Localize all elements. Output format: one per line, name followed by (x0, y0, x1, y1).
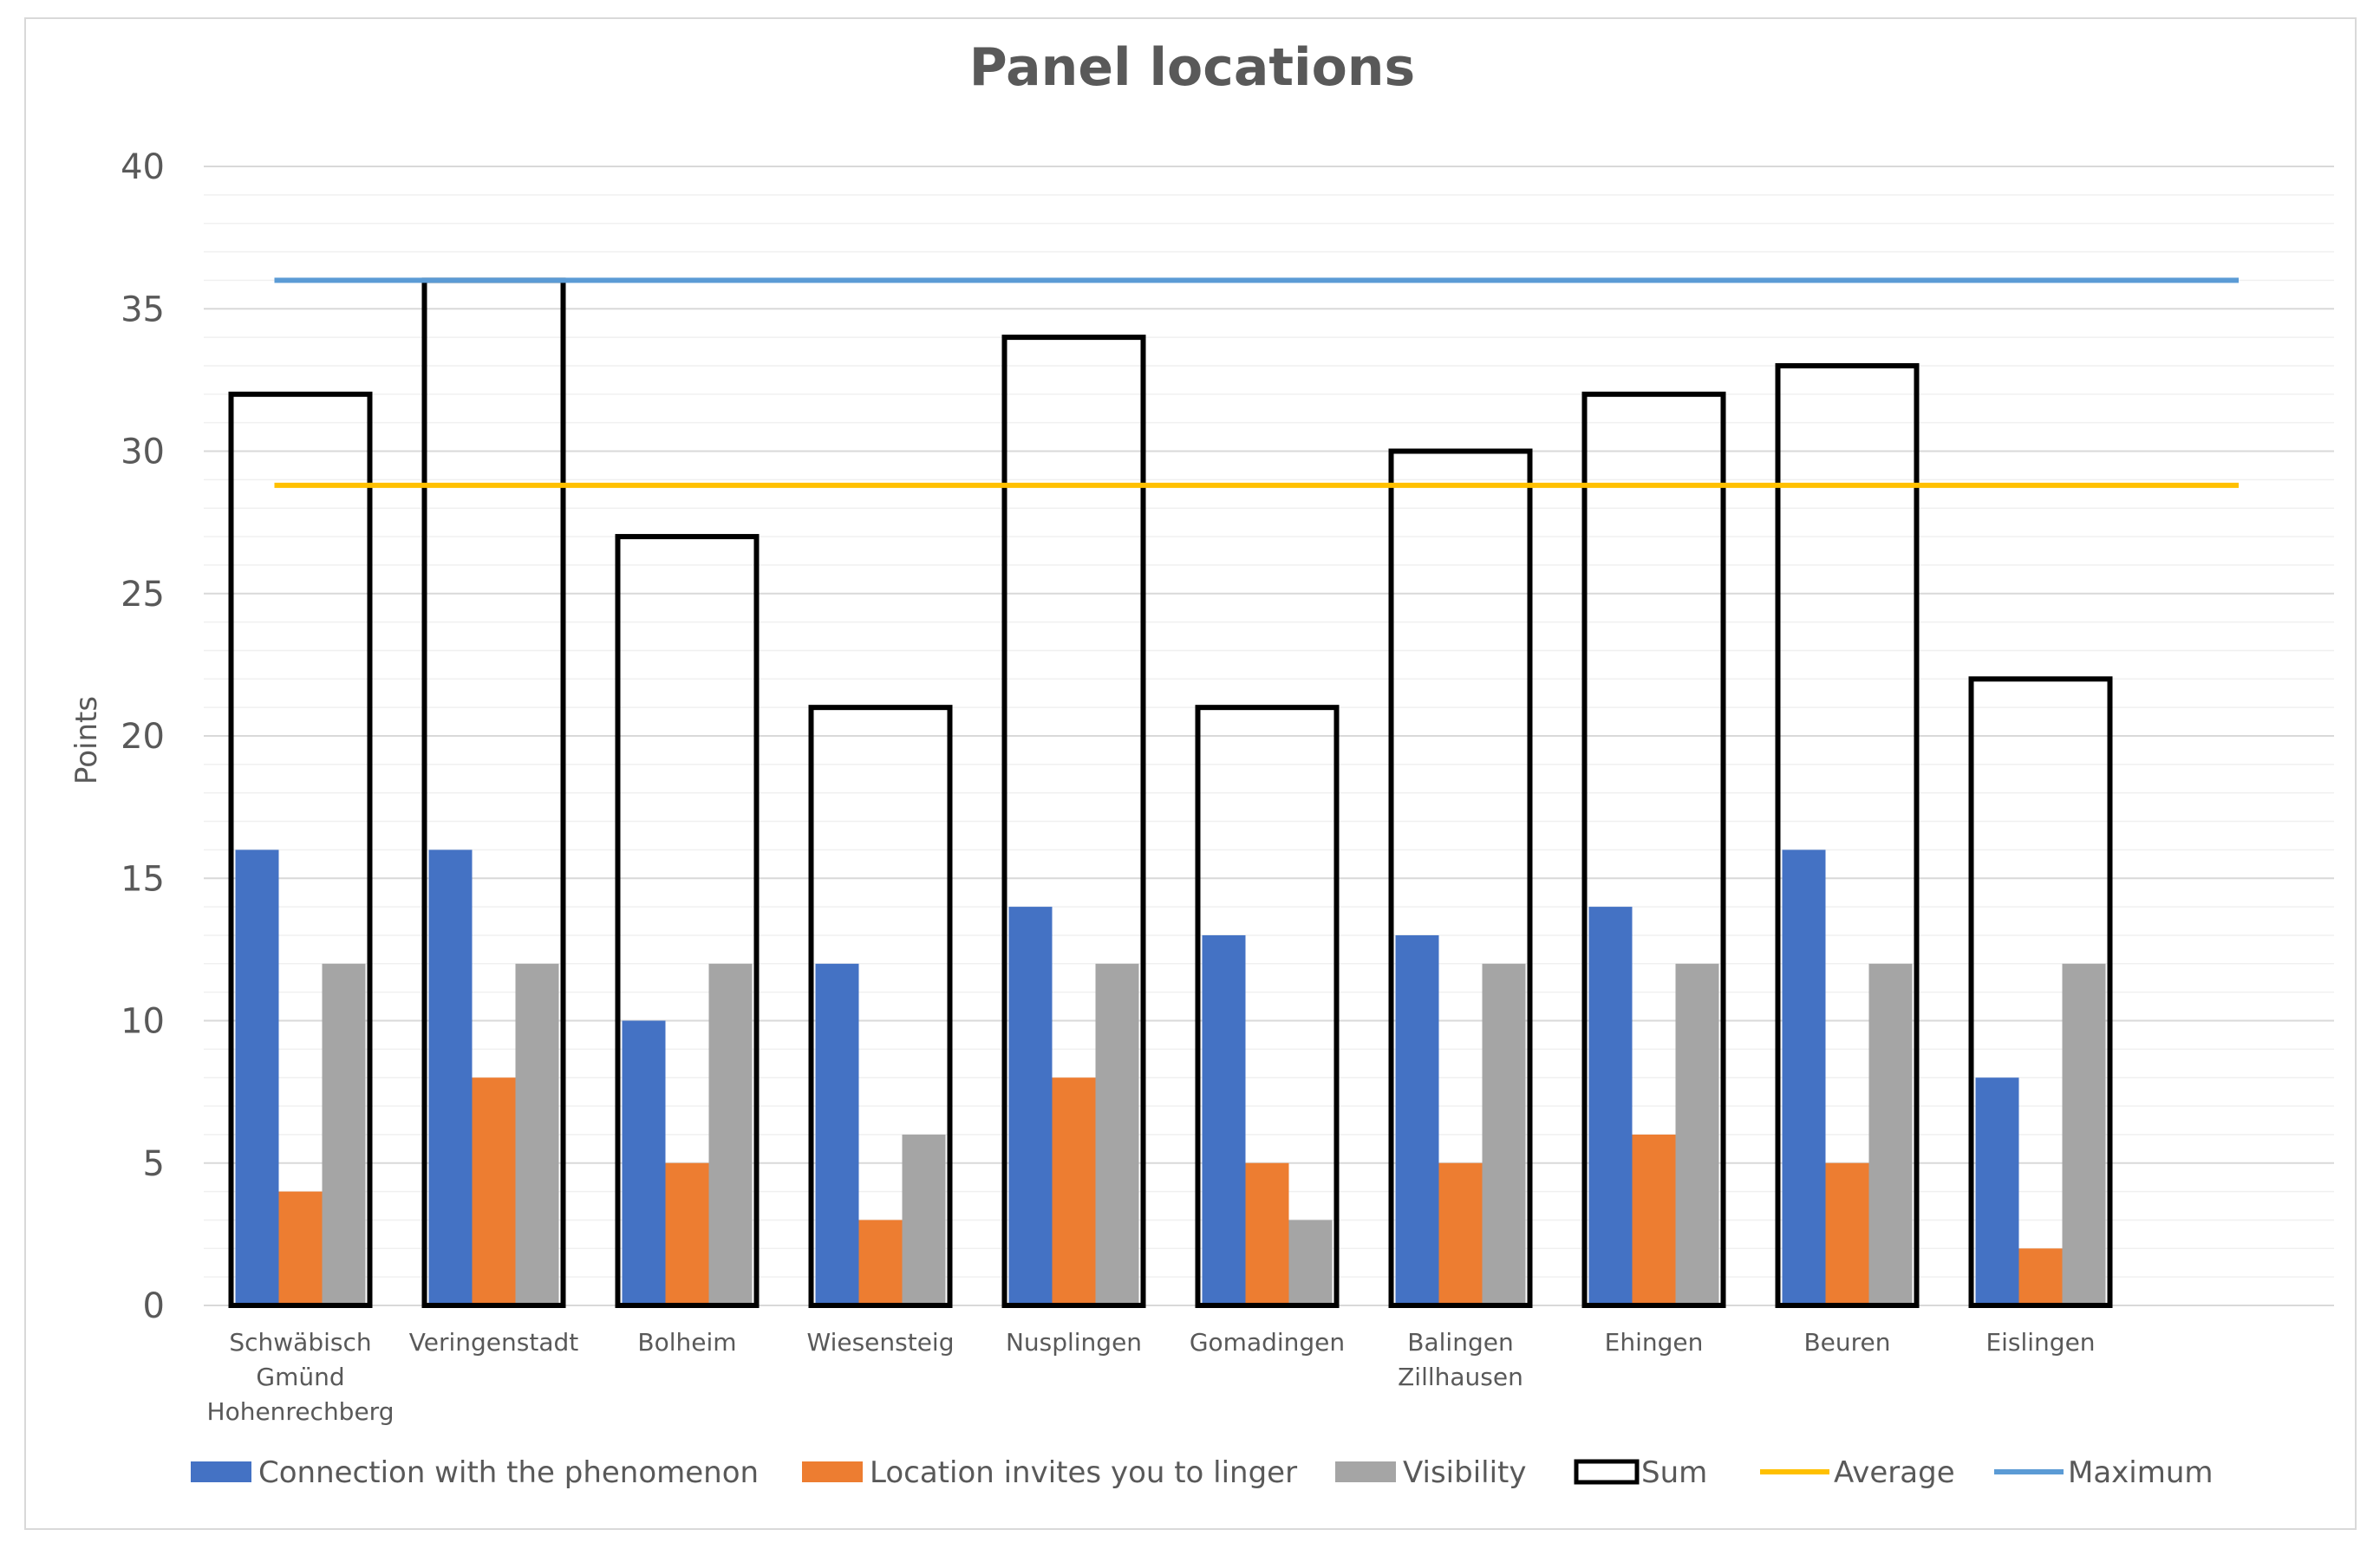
legend-label-maximum: Maximum (2068, 1455, 2214, 1490)
bar-visibility (1675, 963, 1719, 1305)
bar-location-invites-you-to-linger (1438, 1162, 1483, 1305)
category-label: Gomadingen (1190, 1328, 1345, 1357)
bar-location-invites-you-to-linger (472, 1077, 516, 1305)
legend-swatch-visibility (1335, 1461, 1396, 1482)
sum-outline (1775, 362, 1920, 1309)
category-label: Ehingen (1605, 1328, 1704, 1357)
bar-visibility (515, 963, 559, 1305)
legend-swatch-sum (1574, 1459, 1640, 1485)
y-tick-label: 10 (121, 1002, 165, 1042)
bar-connection-with-the-phenomenon (1975, 1077, 2019, 1305)
bar-connection-with-the-phenomenon (1588, 907, 1633, 1305)
legend-swatch-location-invites-you-to-linger (802, 1461, 863, 1482)
legend-label-connection-with-the-phenomenon: Connection with the phenomenon (258, 1455, 759, 1490)
bar-location-invites-you-to-linger (858, 1220, 903, 1305)
category-label: Veringenstadt (409, 1328, 578, 1357)
category-labels: Schwäbisch Gmünd Hohenrechberg Veringenstad… (207, 1328, 2096, 1426)
y-tick-label: 15 (121, 859, 165, 899)
bar-connection-with-the-phenomenon (235, 849, 279, 1305)
bar-visibility (1868, 963, 1913, 1305)
y-tick-label: 30 (121, 433, 165, 472)
sum-outline (1968, 676, 2113, 1308)
bar-connection-with-the-phenomenon (1782, 849, 1826, 1305)
bar-connection-with-the-phenomenon (428, 849, 473, 1305)
legend: Connection with the phenomenon Location i… (191, 1455, 2214, 1490)
reference-lines (274, 277, 2239, 488)
bar-connection-with-the-phenomenon (1395, 934, 1439, 1305)
y-tick-label: 35 (121, 290, 165, 329)
sum-outlines (228, 277, 2113, 1309)
bar-visibility (708, 963, 753, 1305)
category-label-line: Zillhausen (1398, 1363, 1523, 1391)
category-label-line: Schwäbisch (229, 1328, 371, 1357)
category-label-line: Eislingen (1986, 1328, 2095, 1357)
sum-outline (1001, 335, 1146, 1309)
category-label-line: Veringenstadt (409, 1328, 578, 1357)
bar-visibility (1288, 1220, 1333, 1305)
category-label-line: Wiesensteig (807, 1328, 955, 1357)
legend-label-location-invites-you-to-linger: Location invites you to linger (870, 1455, 1297, 1490)
category-label-line: Gmünd (256, 1363, 344, 1391)
chart-svg: 0 5 10 15 20 25 30 35 40 Schwäbisch Gmünd Hohenrec… (69, 37, 2334, 1490)
category-label: Balingen Zillhausen (1398, 1328, 1523, 1391)
category-label-line: Gomadingen (1190, 1328, 1345, 1357)
bar-connection-with-the-phenomenon (815, 963, 859, 1305)
bar-location-invites-you-to-linger (278, 1191, 323, 1305)
y-tick-label: 40 (121, 147, 165, 187)
bar-visibility (902, 1134, 946, 1305)
chart-frame: 0 5 10 15 20 25 30 35 40 Schwäbisch Gmünd Hohenrec… (24, 17, 2357, 1530)
bar-location-invites-you-to-linger (1052, 1077, 1096, 1305)
bar-connection-with-the-phenomenon (1008, 907, 1053, 1305)
y-tick-label: 0 (143, 1286, 165, 1326)
category-label: Schwäbisch Gmünd Hohenrechberg (207, 1328, 394, 1426)
legend-label-sum: Sum (1641, 1455, 1707, 1490)
y-tick-labels: 0 5 10 15 20 25 30 35 40 (121, 147, 165, 1326)
y-axis-label: Points (69, 696, 104, 784)
legend-label-visibility: Visibility (1403, 1455, 1527, 1490)
bar-location-invites-you-to-linger (1245, 1162, 1289, 1305)
y-tick-label: 20 (121, 717, 165, 757)
category-label-line: Nusplingen (1006, 1328, 1142, 1357)
sum-outline (1581, 391, 1726, 1308)
sum-outline (615, 534, 760, 1308)
category-label-line: Bolheim (637, 1328, 736, 1357)
bar-location-invites-you-to-linger (2018, 1248, 2063, 1305)
category-label-line: Ehingen (1605, 1328, 1704, 1357)
category-label-line: Balingen (1407, 1328, 1513, 1357)
bar-location-invites-you-to-linger (1632, 1134, 1676, 1305)
category-label: Beuren (1803, 1328, 1890, 1357)
bar-visibility (2062, 963, 2106, 1305)
bars (235, 849, 2106, 1305)
legend-label-average: Average (1834, 1455, 1955, 1490)
bar-visibility (1095, 963, 1139, 1305)
legend-swatch-connection-with-the-phenomenon (191, 1461, 251, 1482)
bar-connection-with-the-phenomenon (622, 1020, 666, 1305)
category-label: Eislingen (1986, 1328, 2095, 1357)
category-label: Wiesensteig (807, 1328, 955, 1357)
sum-outline (228, 391, 373, 1308)
bar-visibility (322, 963, 366, 1305)
y-tick-label: 25 (121, 575, 165, 615)
bar-location-invites-you-to-linger (665, 1162, 709, 1305)
sum-outline (808, 705, 953, 1308)
sum-outline (1195, 705, 1340, 1308)
category-label-line: Hohenrechberg (207, 1397, 394, 1426)
bar-connection-with-the-phenomenon (1202, 934, 1246, 1305)
category-label-line: Beuren (1803, 1328, 1890, 1357)
bar-location-invites-you-to-linger (1825, 1162, 1869, 1305)
bar-visibility (1482, 963, 1526, 1305)
y-tick-label: 5 (143, 1144, 165, 1184)
category-label: Bolheim (637, 1328, 736, 1357)
category-label: Nusplingen (1006, 1328, 1142, 1357)
chart-title: Panel locations (969, 37, 1415, 98)
sum-outline (1388, 448, 1533, 1308)
